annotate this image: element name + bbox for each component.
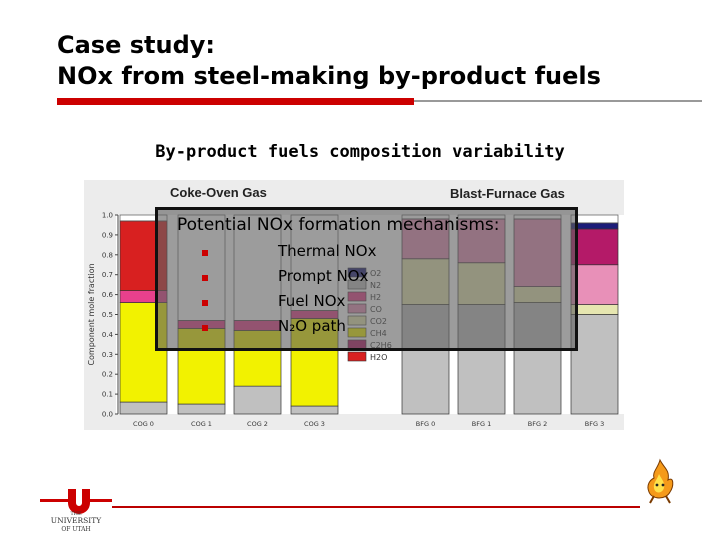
footer-rule — [112, 506, 640, 508]
overlay-title: Potential NOx formation mechanisms: — [177, 215, 500, 235]
mechanism-label: Fuel NOx — [278, 292, 346, 310]
y-tick-label: 1.0 — [102, 212, 113, 220]
slide-title: Case study: NOx from steel-making by-pro… — [57, 30, 601, 92]
bar-segment — [177, 403, 226, 415]
bullet-square-icon — [202, 325, 208, 331]
legend-label: H2O — [370, 353, 387, 362]
y-tick-label: 0.8 — [102, 251, 113, 259]
bar-segment — [570, 228, 619, 266]
flame-mascot-icon — [647, 458, 674, 504]
y-tick-label: 0.3 — [102, 351, 113, 359]
panel-title: Coke-Oven Gas — [170, 185, 267, 200]
x-tick-label: BFG 0 — [416, 420, 435, 428]
bullet-square-icon — [202, 300, 208, 306]
y-tick-label: 0.5 — [102, 311, 113, 319]
title-underline — [57, 98, 702, 106]
x-tick-label: COG 3 — [304, 420, 325, 428]
mechanism-label: Thermal NOx — [278, 242, 377, 260]
university-logo: THE UNIVERSITY OF UTAH — [40, 489, 112, 533]
x-tick-label: COG 2 — [247, 420, 268, 428]
bullet-square-icon — [202, 250, 208, 256]
x-tick-label: BFG 1 — [472, 420, 491, 428]
logo-line-2: UNIVERSITY — [51, 516, 102, 525]
title-underline-gray — [414, 100, 702, 102]
chart-heading: By-product fuels composition variability — [155, 142, 565, 162]
y-tick-label: 0.7 — [102, 271, 113, 279]
legend-swatch — [347, 351, 367, 362]
bar-segment — [233, 385, 282, 415]
y-tick-label: 0.2 — [102, 371, 113, 379]
bar-segment — [570, 314, 619, 415]
mechanism-label: Prompt NOx — [278, 267, 369, 285]
bar-segment — [570, 222, 619, 230]
logo-line-3: OF UTAH — [61, 526, 90, 533]
y-tick-label: 0.9 — [102, 231, 113, 239]
title-line-2: NOx from steel-making by-product fuels — [57, 62, 601, 90]
y-tick-label: 0.4 — [102, 331, 114, 339]
panel-title: Blast-Furnace Gas — [450, 186, 565, 201]
y-tick-label: 0.1 — [102, 391, 113, 399]
y-tick-label: 0.0 — [102, 411, 113, 419]
x-tick-label: BFG 2 — [528, 420, 547, 428]
x-tick-label: COG 0 — [133, 420, 154, 428]
bar-segment — [570, 304, 619, 315]
mechanism-list: Thermal NOx Prompt NOx Fuel NOx N₂O path — [158, 210, 575, 348]
bar-segment — [570, 264, 619, 305]
mechanisms-overlay: Potential NOx formation mechanisms: Ther… — [155, 207, 578, 351]
mechanism-label: N₂O path — [278, 317, 346, 335]
y-tick-label: 0.6 — [102, 291, 114, 299]
y-axis-label: Component mole fraction — [87, 263, 96, 365]
logo-line-1: THE — [70, 511, 82, 517]
x-tick-label: BFG 3 — [585, 420, 604, 428]
title-line-1: Case study: — [57, 31, 215, 59]
x-tick-label: COG 1 — [191, 420, 212, 428]
bar-segment — [119, 401, 168, 415]
bar-segment — [290, 405, 339, 415]
title-underline-red — [57, 98, 414, 105]
bullet-square-icon — [202, 275, 208, 281]
